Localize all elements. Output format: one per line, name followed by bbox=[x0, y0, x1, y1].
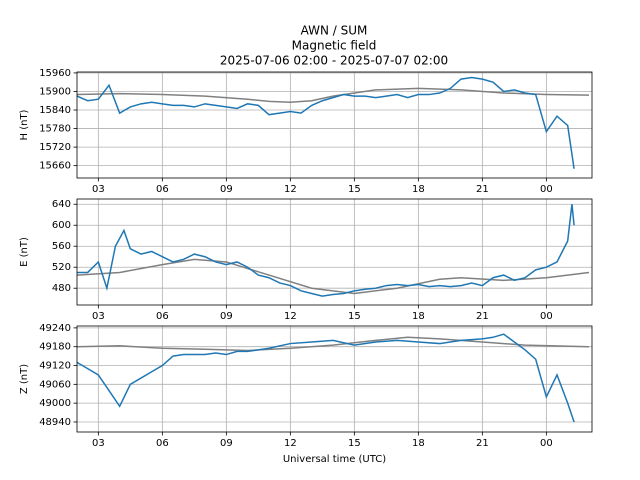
data-line bbox=[77, 333, 575, 423]
data-line bbox=[77, 76, 575, 169]
x-tick-label: 15 bbox=[348, 184, 361, 195]
y-tick-label: 15660 bbox=[39, 161, 71, 172]
period: 2025-07-06 02:00 - 2025-07-07 02:00 bbox=[220, 54, 448, 68]
y-axis-label: H (nT) bbox=[19, 109, 30, 140]
data-line bbox=[77, 204, 575, 297]
x-tick-label: 18 bbox=[412, 438, 425, 449]
axes-frame bbox=[76, 198, 593, 306]
y-tick-label: 15780 bbox=[39, 124, 71, 135]
x-tick-label: 06 bbox=[156, 311, 169, 322]
x-tick-label: 03 bbox=[92, 184, 105, 195]
y-tick-label: 600 bbox=[52, 220, 71, 231]
x-tick-label: 12 bbox=[284, 311, 297, 322]
x-tick-label: 03 bbox=[92, 311, 105, 322]
title: AWN / SUM bbox=[301, 24, 368, 38]
x-axis-label: Universal time (UTC) bbox=[283, 454, 386, 465]
x-tick-label: 06 bbox=[156, 184, 169, 195]
data-line bbox=[77, 336, 590, 352]
data-line bbox=[77, 258, 590, 295]
x-tick-label: 15 bbox=[348, 438, 361, 449]
axes-frame bbox=[76, 325, 593, 433]
x-tick-label: 15 bbox=[348, 311, 361, 322]
y-tick-label: 15900 bbox=[39, 86, 71, 97]
x-tick-label: 09 bbox=[220, 184, 233, 195]
x-tick-label: 00 bbox=[540, 438, 553, 449]
y-tick-label: 49120 bbox=[39, 361, 71, 372]
x-tick-label: 00 bbox=[540, 311, 553, 322]
data-line bbox=[77, 87, 590, 104]
y-tick-label: 49060 bbox=[39, 379, 71, 390]
y-tick-label: 48940 bbox=[39, 417, 71, 428]
x-tick-label: 12 bbox=[284, 438, 297, 449]
y-tick-label: 49000 bbox=[39, 398, 71, 409]
subtitle: Magnetic field bbox=[292, 39, 377, 53]
x-tick-label: 06 bbox=[156, 438, 169, 449]
y-tick-label: 560 bbox=[52, 241, 71, 252]
x-tick-label: 03 bbox=[92, 438, 105, 449]
y-tick-label: 49180 bbox=[39, 342, 71, 353]
y-tick-label: 15840 bbox=[39, 105, 71, 116]
x-tick-label: 21 bbox=[476, 438, 489, 449]
x-tick-label: 09 bbox=[220, 438, 233, 449]
axes-frame bbox=[76, 71, 593, 179]
x-tick-label: 21 bbox=[476, 184, 489, 195]
y-tick-label: 15720 bbox=[39, 142, 71, 153]
x-tick-label: 21 bbox=[476, 311, 489, 322]
x-tick-label: 09 bbox=[220, 311, 233, 322]
y-tick-label: 49240 bbox=[39, 323, 71, 334]
y-tick-label: 480 bbox=[52, 283, 71, 294]
y-tick-label: 520 bbox=[52, 262, 71, 273]
x-tick-label: 18 bbox=[412, 311, 425, 322]
y-axis-label: Z (nT) bbox=[19, 364, 30, 394]
y-axis-label: E (nT) bbox=[19, 237, 30, 267]
x-tick-label: 18 bbox=[412, 184, 425, 195]
x-tick-label: 00 bbox=[540, 184, 553, 195]
x-tick-label: 12 bbox=[284, 184, 297, 195]
y-tick-label: 15960 bbox=[39, 68, 71, 79]
y-tick-label: 640 bbox=[52, 199, 71, 210]
